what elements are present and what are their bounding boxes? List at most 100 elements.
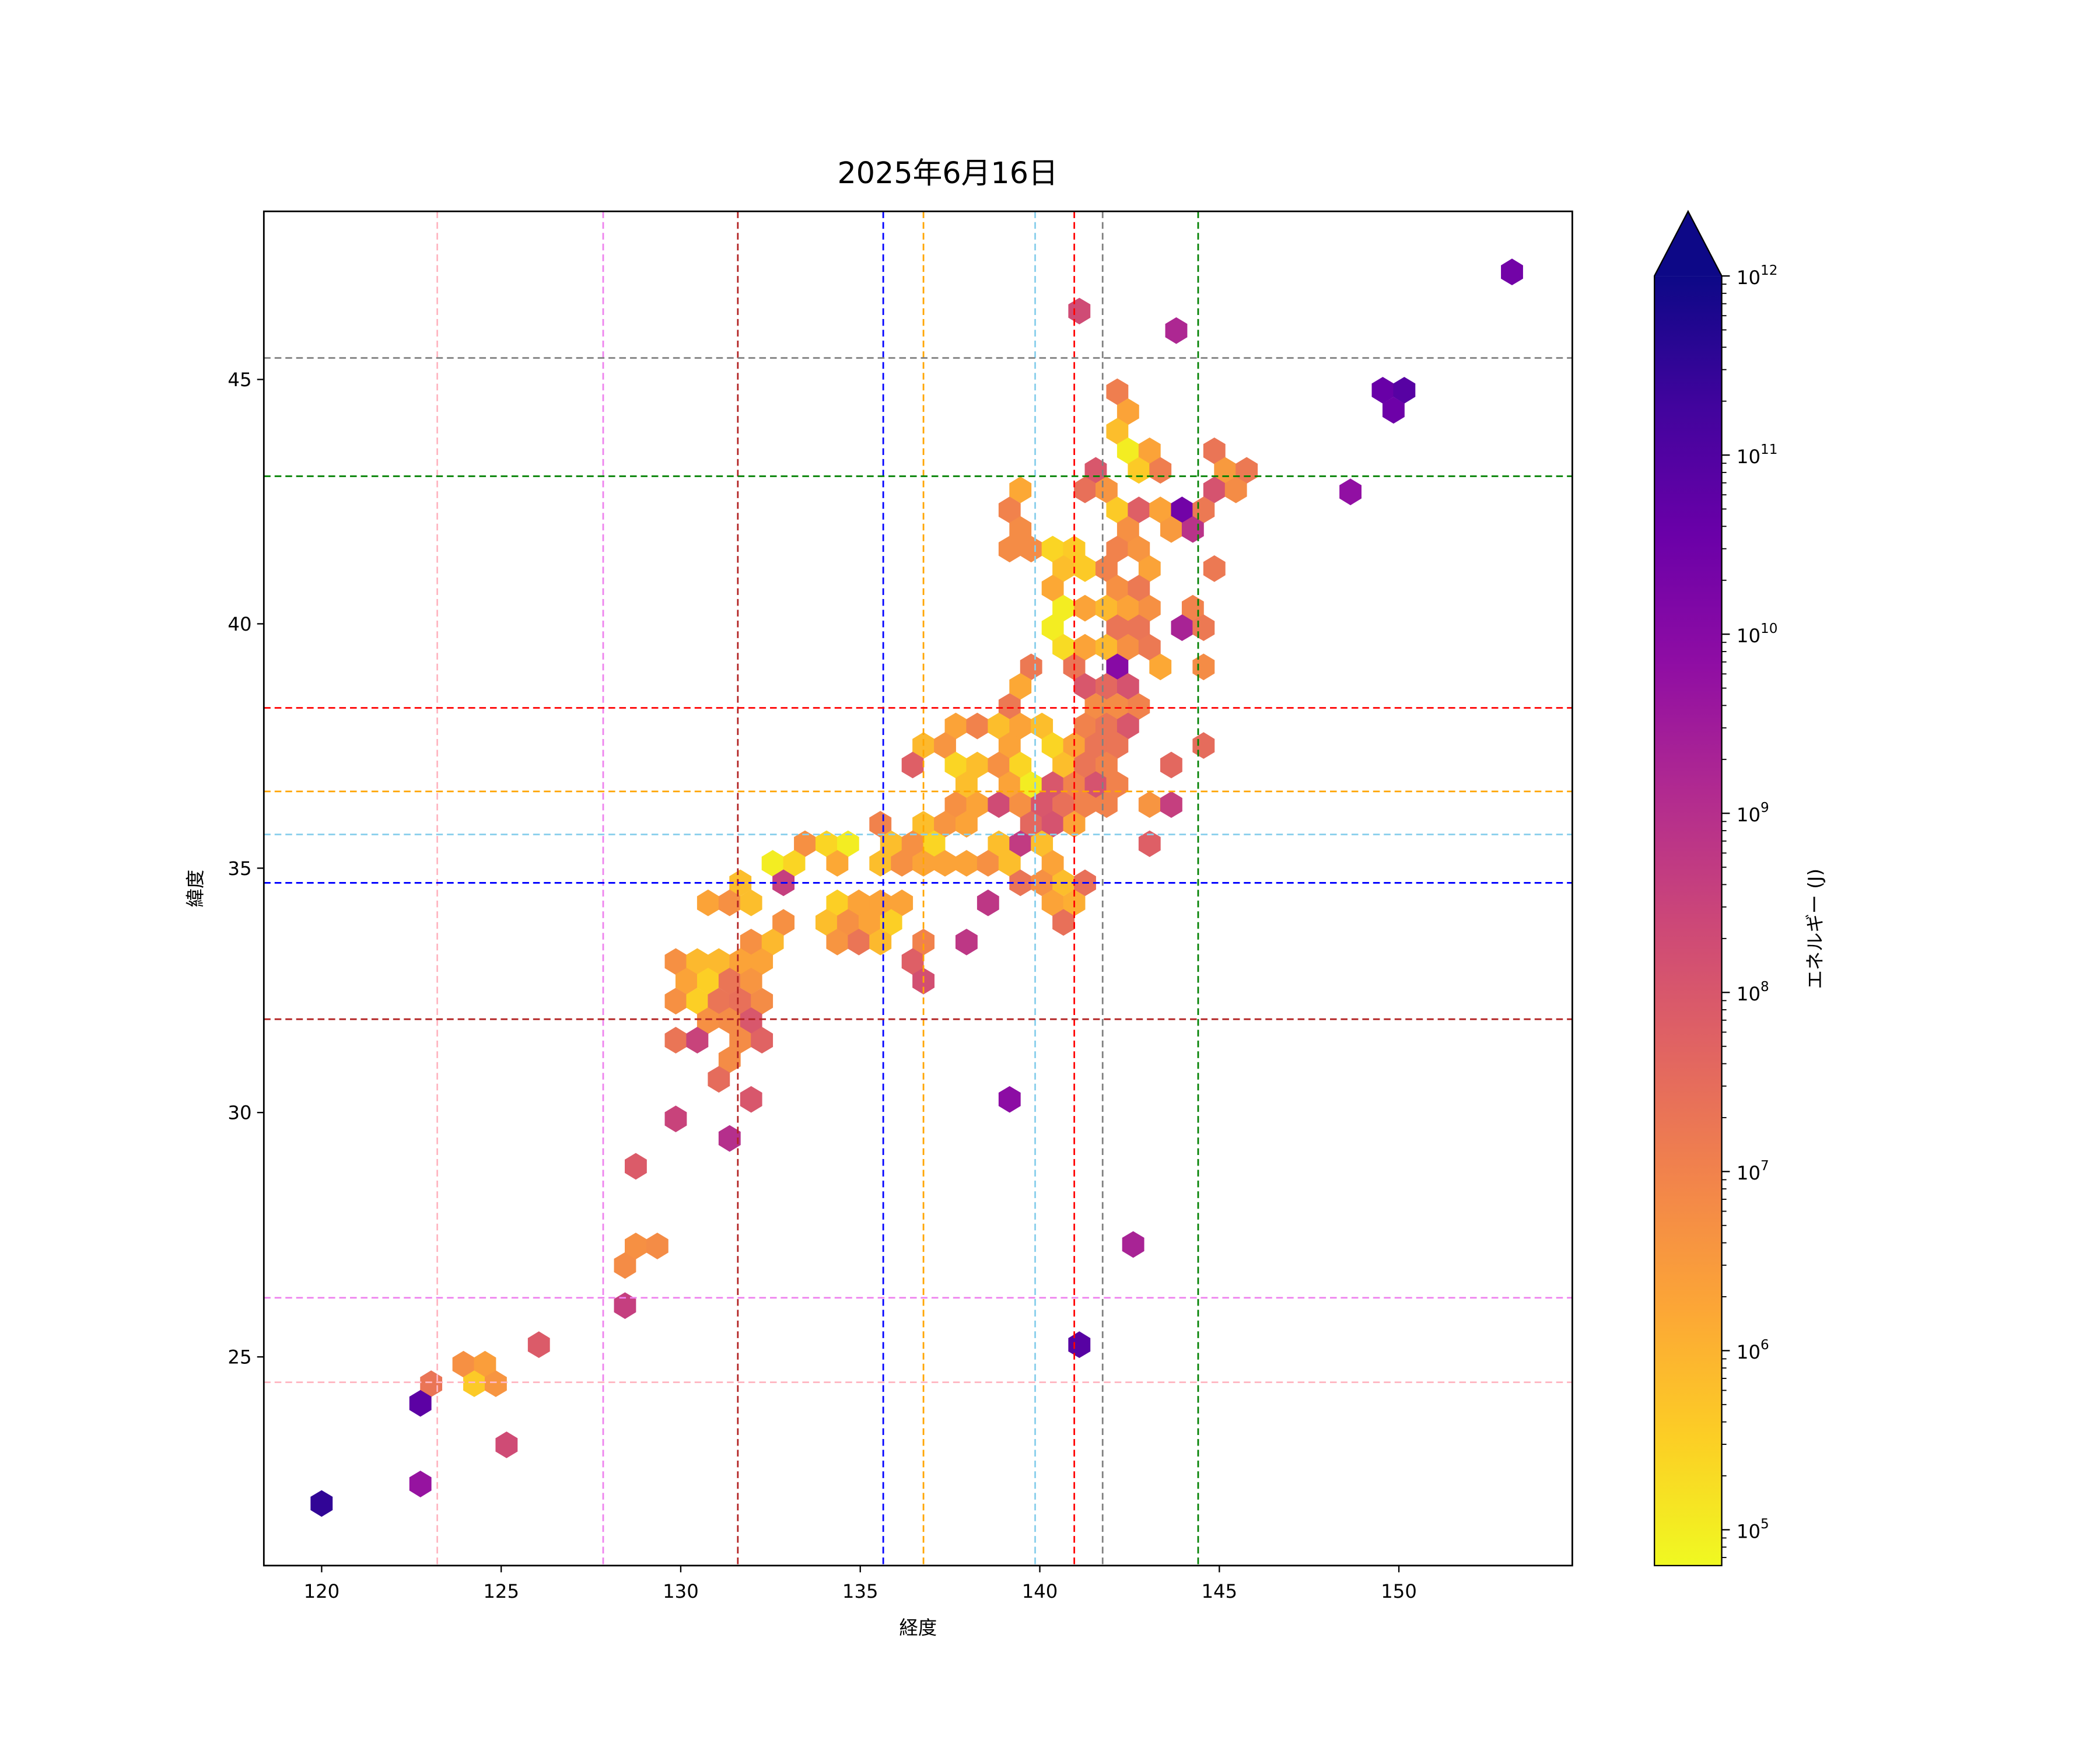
hexbin-cell [848, 929, 870, 956]
hexbin-cell [1138, 555, 1161, 582]
hexbin-cell [1106, 653, 1129, 681]
hexbin-cell [718, 1007, 741, 1034]
hexbin-cell [1020, 536, 1042, 563]
hexbin-cell [1031, 712, 1054, 740]
hexbin-cell [1149, 457, 1172, 484]
hexbin-cell [751, 948, 774, 975]
colorbar-tick-exponent: 6 [1760, 1338, 1769, 1353]
hexbin-cell [1096, 791, 1118, 818]
hexbin-cell [944, 712, 967, 740]
hexbin-cell [664, 1027, 687, 1054]
hexbin-cell [1128, 614, 1150, 641]
hexbin-cell [977, 850, 999, 877]
hexbin-cell [869, 929, 892, 956]
hexbin-cell [1084, 771, 1107, 798]
colorbar-label: エネルギー (J) [1804, 869, 1826, 989]
hexbin-cell [1096, 555, 1118, 582]
hexbin-cell [1106, 614, 1129, 641]
hexbin-cell [1116, 634, 1139, 661]
hexbin-cell [1371, 377, 1394, 404]
hexbin-cell [1096, 476, 1118, 503]
hexbin-cell [998, 732, 1021, 759]
hexbin-cell [1106, 732, 1129, 759]
hexbin-cell [1041, 575, 1064, 602]
hexbin-cell [1165, 317, 1188, 344]
hexbin-cell [1031, 791, 1054, 818]
hexbin-cell [901, 751, 924, 779]
hexbin-cell [686, 988, 709, 1015]
hexbin-cell [1116, 673, 1139, 700]
hexbin-cell [998, 850, 1021, 877]
hexbin-cell [1074, 712, 1096, 740]
hexbin-cell [1339, 478, 1362, 506]
hexbin-cell [751, 1027, 774, 1054]
hexbin-cell [1041, 614, 1064, 641]
hexbin-cell [880, 830, 902, 858]
hexbin-cell [1116, 398, 1139, 425]
hexbin-cell [625, 1233, 647, 1259]
hexbin-cell [1020, 653, 1042, 681]
hexbin-cell [826, 850, 849, 877]
hexbin-cell [869, 850, 892, 877]
hexbin-cell [1138, 594, 1161, 622]
reference-lines [264, 211, 1573, 1566]
colorbar-tick-base: 10 [1737, 1520, 1760, 1542]
colorbar-tick-exponent: 9 [1760, 800, 1769, 816]
colorbar-outline [1653, 209, 1723, 1566]
hexbin-cell [891, 850, 914, 877]
hexbin-cell [901, 948, 924, 975]
colorbar-tick-label: 107 [1737, 1158, 1769, 1184]
hexbin-cell [977, 889, 999, 916]
hexbin-cell [696, 1007, 719, 1034]
hexbin-cell [1009, 712, 1032, 740]
colorbar-extend-triangle [1654, 211, 1722, 276]
x-axis-label: 経度 [900, 1617, 937, 1639]
hexbin-cell [1096, 751, 1118, 779]
x-tick-label: 135 [842, 1580, 878, 1602]
hexbin-cell [740, 929, 762, 956]
colorbar-tick-label: 108 [1737, 979, 1769, 1005]
hexbin-cell [1009, 476, 1032, 503]
hexbin-cell [474, 1350, 496, 1378]
hexbin-cell [463, 1370, 485, 1397]
hexbin-cell [966, 751, 989, 779]
hexbin-cell [614, 1252, 636, 1279]
hexbin-cell [1203, 438, 1226, 464]
hexbin-cell [1128, 457, 1150, 484]
hexbin-cell [794, 830, 816, 858]
x-axis-ticks: 120 125 130 135 140 145 150 [304, 1565, 1417, 1602]
hexbin-cell [527, 1331, 550, 1358]
hexbin-cell [740, 968, 762, 995]
hexbin-cell [783, 850, 806, 877]
x-tick-label: 130 [663, 1580, 699, 1602]
hexbin-cell [1052, 751, 1074, 779]
hexbin-cell [1084, 693, 1107, 720]
hexbin-cell [664, 1105, 687, 1132]
colorbar-tick-base: 10 [1737, 625, 1760, 647]
hexbin-cell [1106, 693, 1129, 720]
hexbin-cell [718, 1125, 741, 1152]
colorbar-tick-exponent: 10 [1760, 621, 1777, 636]
hexbin-cell [696, 968, 719, 995]
hexbin-cell [816, 830, 838, 858]
hexbin-cell [826, 929, 849, 956]
hexbin-cell [1203, 555, 1226, 582]
hexbin-cell [1203, 476, 1226, 503]
hexbin-cell [495, 1432, 518, 1458]
hexbin-cell [891, 889, 914, 916]
hexbin-cell [696, 889, 719, 916]
hexbin-cell [729, 948, 752, 975]
hexbin-cell [1063, 811, 1086, 838]
colorbar-tick-exponent: 11 [1760, 442, 1777, 457]
hexbin-cell [718, 1046, 741, 1073]
hexbin-cell [988, 791, 1010, 818]
hexbin-cell [761, 929, 784, 956]
hexbin-cell [1096, 634, 1118, 661]
hexbin-cell [1138, 830, 1161, 858]
hexbin-cell [740, 889, 762, 916]
hexbin-cell [1160, 791, 1182, 818]
hexbin-cell [1128, 693, 1150, 720]
hexbin-cell [772, 909, 794, 936]
chart-title: 2025年6月16日 [837, 156, 1058, 190]
